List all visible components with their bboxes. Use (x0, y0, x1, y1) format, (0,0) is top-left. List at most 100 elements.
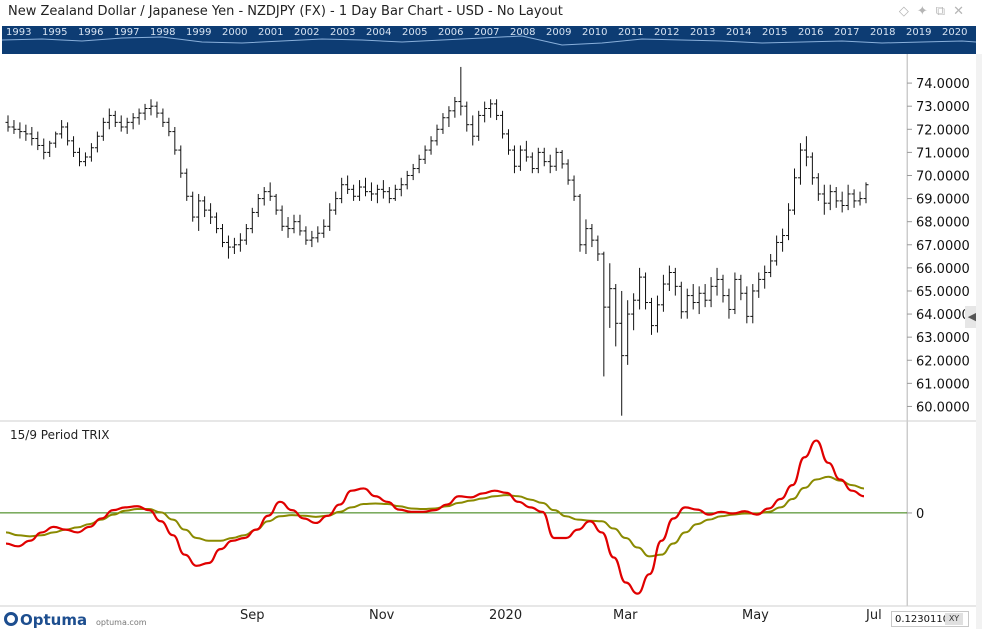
price-bar (35, 131, 41, 151)
price-bar (303, 226, 309, 245)
price-bar (160, 108, 166, 127)
x-tick-label: Sep (240, 608, 265, 623)
x-tick-label: May (742, 608, 769, 623)
navigator-year-label: 2004 (366, 27, 392, 38)
price-bar (47, 140, 53, 158)
pin-icon[interactable]: ✦ (916, 4, 936, 19)
price-bar (142, 103, 148, 121)
price-bar (368, 182, 374, 201)
price-bar (351, 184, 357, 201)
price-bar (511, 145, 517, 174)
price-bar (291, 214, 297, 234)
price-bar (464, 101, 470, 132)
price-bars (5, 66, 869, 416)
price-bar (488, 99, 494, 118)
price-bar (482, 101, 488, 123)
price-bar (863, 182, 869, 204)
collapse-panel-handle[interactable]: ◀ (965, 306, 979, 328)
price-bar (696, 286, 702, 315)
navigator-year-label: 2018 (870, 27, 896, 38)
diamond-icon[interactable]: ◇ (898, 4, 917, 19)
price-bar (309, 230, 315, 248)
price-bar (166, 117, 172, 137)
price-bar (589, 223, 595, 248)
price-bar (720, 274, 726, 303)
price-bar (339, 177, 345, 204)
navigator-year-label: 2015 (762, 27, 788, 38)
navigator-year-label: 2013 (690, 27, 716, 38)
price-bar (71, 136, 77, 158)
logo-url: optuma.com (96, 618, 147, 627)
price-bar (506, 129, 511, 155)
price-bar (577, 193, 583, 252)
price-bar (190, 191, 196, 222)
price-bar (815, 173, 821, 201)
vertical-scrollbar[interactable] (976, 54, 982, 629)
price-bar (29, 126, 35, 146)
price-bar (11, 120, 17, 134)
price-bar (255, 193, 261, 218)
navigator-year-label: 2016 (798, 27, 824, 38)
price-bar (440, 113, 446, 134)
price-bar (809, 152, 815, 185)
x-tick-label: Nov (369, 608, 395, 623)
price-bar (94, 131, 100, 153)
price-bar (529, 152, 535, 174)
price-bar (547, 154, 553, 174)
x-tick-label: Jul (866, 608, 882, 623)
price-bar (65, 122, 71, 146)
close-icon[interactable]: ✕ (953, 4, 972, 19)
price-bar (231, 237, 237, 255)
y-tick-label: 67.0000 (916, 239, 970, 254)
price-bar (762, 265, 768, 289)
navigator-year-label: 2002 (294, 27, 320, 38)
price-bar (708, 277, 714, 308)
price-bar (470, 115, 476, 146)
signal-line (5, 475, 865, 558)
y-tick-label: 61.0000 (916, 377, 970, 392)
date-navigator[interactable]: 1993 1995 1996 1997 1998 1999 2000 2001 2002 2003… (2, 26, 976, 54)
x-tick-label: Mar (613, 608, 638, 623)
price-bar (392, 184, 398, 201)
navigator-year-label: 2017 (834, 27, 860, 38)
xy-toggle-button[interactable]: XY (945, 613, 963, 625)
logo-mark-icon (4, 612, 18, 626)
indicator-title: 15/9 Period TRIX (10, 428, 110, 442)
navigator-year-label: 1999 (186, 27, 212, 38)
price-bar (77, 147, 82, 167)
price-bar (654, 295, 660, 333)
price-bar (41, 138, 47, 160)
y-tick-label: 60.0000 (916, 400, 970, 415)
restore-icon[interactable]: ⧉ (935, 4, 954, 19)
price-bar (559, 150, 565, 169)
price-bar (410, 163, 416, 181)
trix-lines: 0 (0, 439, 924, 595)
price-bar (553, 147, 559, 171)
price-bar (124, 117, 130, 134)
price-bar (833, 187, 839, 208)
navigator-year-label: 1995 (42, 27, 68, 38)
price-bar (202, 196, 208, 218)
navigator-year-label: 2008 (510, 27, 536, 38)
cursor-value-text: 0.1230110 (895, 614, 950, 625)
price-bar (172, 126, 178, 155)
price-bar (851, 189, 857, 208)
y-tick-label: 66.0000 (916, 262, 970, 277)
y-tick-label: 71.0000 (916, 146, 970, 161)
x-tick-label: 2020 (489, 608, 523, 623)
price-bar (297, 214, 303, 236)
price-bar (17, 122, 23, 139)
navigator-year-label: 2001 (258, 27, 284, 38)
price-bar (684, 288, 690, 319)
price-bar (363, 177, 368, 197)
y-tick-label: 72.0000 (916, 123, 970, 138)
zero-tick-label: 0 (916, 507, 924, 522)
price-bar (476, 110, 482, 141)
price-bar (315, 226, 321, 243)
price-y-ticks: 60.0000 61.0000 62.0000 63.0000 64.0000 65.00… (907, 77, 970, 415)
navigator-year-label: 2009 (546, 27, 572, 38)
optuma-logo: Optuma (4, 611, 87, 629)
price-bar (261, 187, 267, 206)
price-bar (565, 159, 571, 185)
